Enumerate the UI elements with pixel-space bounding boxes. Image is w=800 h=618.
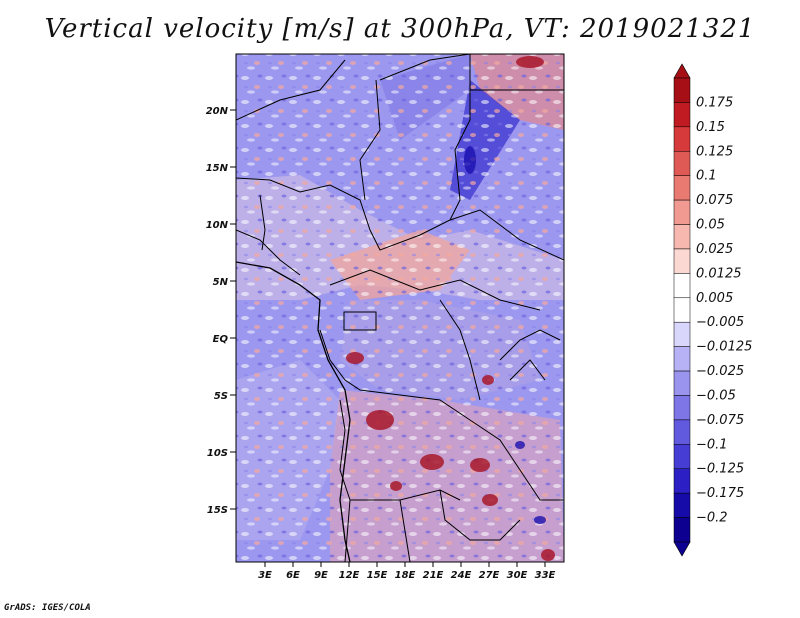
grads-credit: GrADS: IGES/COLA: [4, 603, 91, 613]
colorbar-swatch: [673, 126, 691, 152]
colorbar-level-label: −0.075: [696, 413, 744, 428]
colorbar-level-label: 0.15: [696, 120, 725, 135]
map-title: Vertical velocity [m/s] at 300hPa, VT: 2…: [44, 14, 756, 44]
colorbar-level-label: 0.0125: [696, 266, 742, 281]
vertical-velocity-field: [236, 54, 564, 562]
lat-tick-label: EQ: [213, 334, 229, 345]
colorbar-level-label: −0.025: [696, 364, 744, 379]
colorbar-level-label: 0.025: [696, 242, 733, 257]
colorbar-level-label: 0.1: [696, 169, 717, 184]
lat-tick-label: 15N: [206, 163, 229, 174]
colorbar-swatch: [673, 199, 691, 225]
latitude-axis: 20N 15N 10N 5N EQ 5S 10S 15S: [206, 106, 236, 516]
colorbar: 0.175 0.15 0.125 0.1 0.075 0.05 0.025 0.0125 0.0…: [673, 63, 752, 557]
colorbar-swatch: [673, 444, 691, 469]
colorbar-swatch: [673, 297, 691, 323]
lat-tick-label: 10S: [207, 448, 228, 459]
longitude-axis: 3E 6E 9E 12E 15E 18E 21E 24E 27E 30E 33E: [258, 562, 556, 581]
lat-tick-label: 5S: [214, 391, 228, 402]
map-frame: [235, 53, 565, 563]
colorbar-swatch: [673, 102, 691, 128]
lon-tick-label: 30E: [507, 570, 528, 581]
colorbar-swatch: [673, 151, 691, 176]
colorbar-level-label: −0.0125: [696, 340, 752, 355]
colorbar-swatch: [673, 517, 691, 543]
colorbar-level-label: 0.075: [696, 193, 733, 208]
colorbar-swatch: [673, 77, 691, 103]
colorbar-level-label: −0.125: [696, 462, 744, 477]
lon-tick-label: 27E: [479, 570, 500, 581]
colorbar-level-label: 0.05: [696, 218, 725, 233]
colorbar-swatch: [673, 346, 691, 372]
lat-tick-label: 10N: [206, 220, 229, 231]
coastline: [236, 261, 351, 562]
lon-tick-label: 3E: [258, 570, 272, 581]
colorbar-max-arrow: [673, 63, 691, 79]
country-borders: [236, 54, 564, 562]
colorbar-swatch: [673, 321, 691, 347]
colorbar-swatch: [673, 419, 691, 445]
colorbar-swatch: [673, 370, 691, 396]
lon-tick-label: 18E: [395, 570, 416, 581]
lon-tick-label: 9E: [314, 570, 328, 581]
colorbar-swatch: [673, 273, 691, 299]
lat-tick-label: 5N: [213, 277, 229, 288]
lon-tick-label: 24E: [451, 570, 472, 581]
lon-tick-label: 21E: [423, 570, 444, 581]
lon-tick-label: 12E: [339, 570, 360, 581]
colorbar-swatch: [673, 224, 691, 250]
colorbar-level-label: 0.175: [696, 95, 733, 110]
colorbar-swatch: [673, 248, 691, 274]
colorbar-level-label: −0.05: [696, 388, 736, 403]
colorbar-level-label: 0.125: [696, 144, 733, 159]
colorbar-level-label: −0.2: [696, 511, 728, 526]
lon-tick-label: 6E: [286, 570, 300, 581]
colorbar-level-label: −0.1: [696, 437, 728, 452]
colorbar-level-label: 0.005: [696, 291, 733, 306]
lon-tick-label: 15E: [367, 570, 388, 581]
colorbar-min-arrow: [673, 541, 691, 557]
colorbar-swatch: [673, 468, 691, 494]
lat-tick-label: 20N: [206, 106, 229, 117]
colorbar-level-label: −0.005: [696, 315, 744, 330]
colorbar-swatch: [673, 492, 691, 518]
lon-tick-label: 33E: [535, 570, 556, 581]
lat-tick-label: 15S: [207, 505, 228, 516]
colorbar-level-label: −0.175: [696, 486, 744, 501]
colorbar-swatch: [673, 395, 691, 421]
colorbar-swatch: [673, 175, 691, 201]
